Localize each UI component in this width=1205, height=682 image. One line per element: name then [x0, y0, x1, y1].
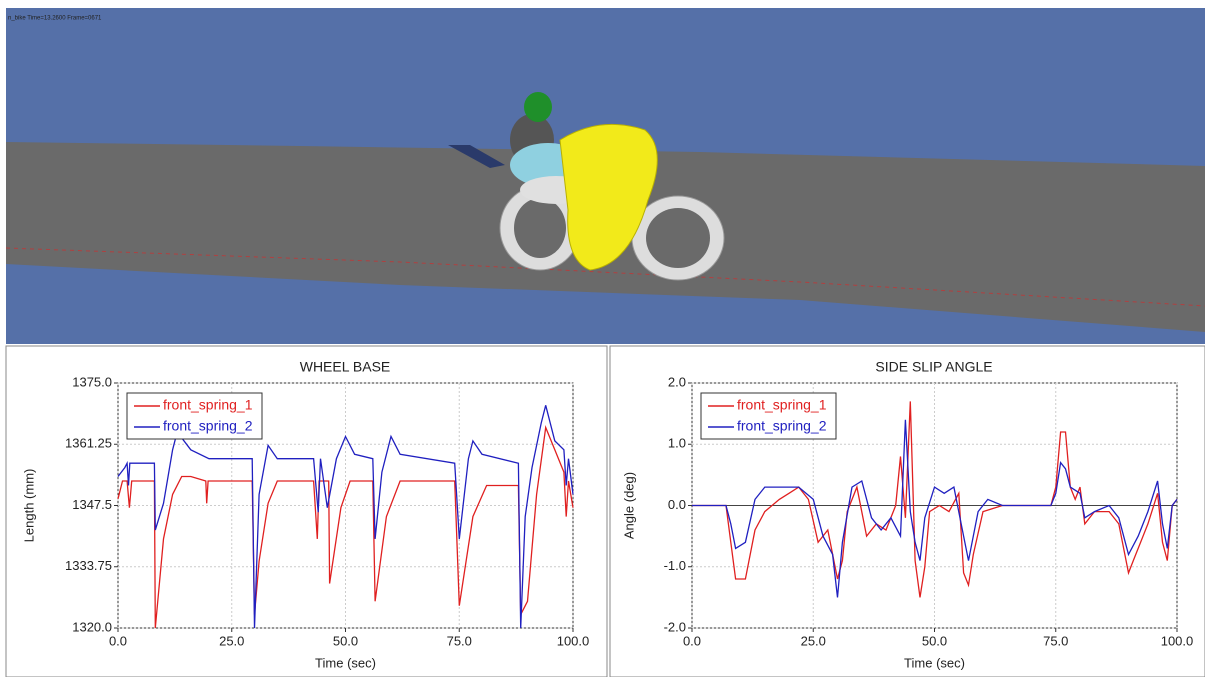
rear-hub	[514, 198, 566, 258]
y-axis-label: Length (mm)	[21, 469, 36, 543]
viewport-label: n_bike Time=13.2600 Frame=0671	[8, 16, 102, 22]
legend-entry: front_spring_2	[163, 418, 253, 434]
legend-entry: front_spring_1	[163, 397, 253, 413]
x-tick-label: 100.0	[557, 633, 590, 648]
y-tick-label: 2.0	[668, 374, 686, 389]
x-tick-label: 0.0	[109, 633, 127, 648]
y-tick-label: 1320.0	[72, 619, 112, 634]
y-tick-label: 1.0	[668, 436, 686, 451]
chart-title: WHEEL BASE	[300, 359, 391, 375]
x-tick-label: 100.0	[1161, 633, 1194, 648]
page: n_bike Time=13.2600 Frame=0671 1320.0 133…	[0, 0, 1205, 677]
y-tick-label: 1333.75	[65, 558, 112, 573]
x-tick-label: 75.0	[1043, 633, 1068, 648]
x-tick-label: 25.0	[801, 633, 826, 648]
y-tick-label: -2.0	[664, 619, 686, 634]
x-axis-label: Time (sec)	[904, 655, 965, 670]
y-axis-label: Angle (deg)	[621, 472, 636, 539]
legend-entry: front_spring_1	[737, 397, 827, 413]
helmet	[524, 92, 552, 122]
viewport: n_bike Time=13.2600 Frame=0671	[6, 8, 1205, 344]
app-window: n_bike Time=13.2600 Frame=0671 1320.0 133…	[0, 0, 1205, 677]
y-tick-label: 1361.25	[65, 436, 112, 451]
x-tick-label: 25.0	[219, 633, 244, 648]
y-tick-label: 1375.0	[72, 374, 112, 389]
x-axis-label: Time (sec)	[315, 655, 376, 670]
y-tick-label: 0.0	[668, 497, 686, 512]
y-tick-label: 1347.5	[72, 497, 112, 512]
chart-title: SIDE SLIP ANGLE	[875, 359, 992, 375]
x-tick-label: 0.0	[683, 633, 701, 648]
x-tick-label: 50.0	[922, 633, 947, 648]
legend-entry: front_spring_2	[737, 418, 827, 434]
front-hub	[646, 208, 710, 268]
x-tick-label: 50.0	[333, 633, 358, 648]
x-tick-label: 75.0	[447, 633, 472, 648]
y-tick-label: -1.0	[664, 558, 686, 573]
